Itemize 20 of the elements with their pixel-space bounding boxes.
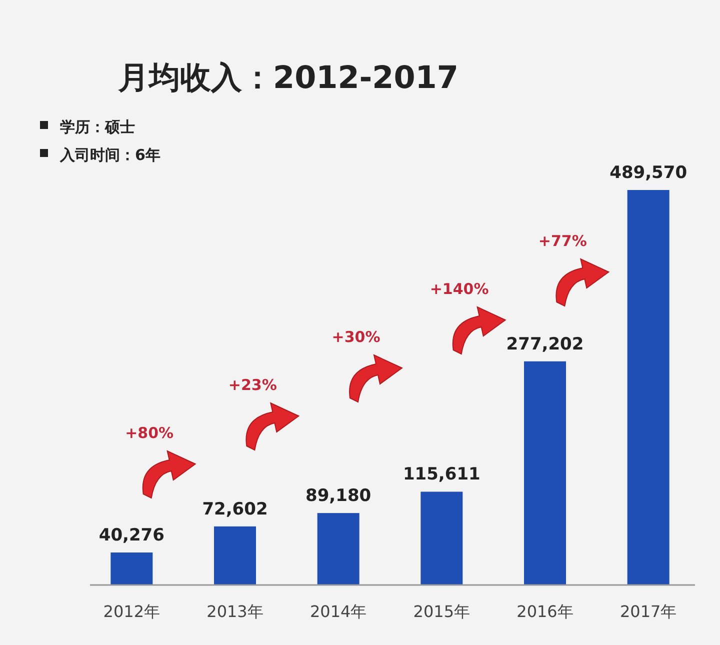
x-tick-label: 2016年 [516, 602, 574, 621]
annotation: +30% [332, 328, 380, 346]
data-label: 40,276 [98, 526, 164, 546]
data-label: 89,180 [306, 486, 372, 506]
annotation: +140% [430, 280, 489, 298]
subtitle: 学历：硕士 [60, 118, 135, 136]
data-label: 115,611 [402, 464, 480, 485]
data-label: 72,602 [202, 499, 268, 520]
annotation: +77% [538, 232, 587, 250]
subtitle: 入司时间：6年 [60, 146, 160, 164]
annotation: +80% [125, 424, 174, 442]
x-tick-label: 2013年 [206, 602, 264, 621]
data-label: 489,570 [610, 163, 688, 183]
annotation: +23% [228, 376, 277, 394]
x-tick-label: 2017年 [620, 602, 677, 621]
x-tick-label: 2015年 [413, 602, 470, 621]
x-tick-label: 2012年 [103, 602, 160, 621]
data-label: 277,202 [506, 334, 584, 354]
x-tick-label: 2014年 [310, 602, 367, 621]
title: 月均收入：2012-2017 [118, 60, 458, 96]
